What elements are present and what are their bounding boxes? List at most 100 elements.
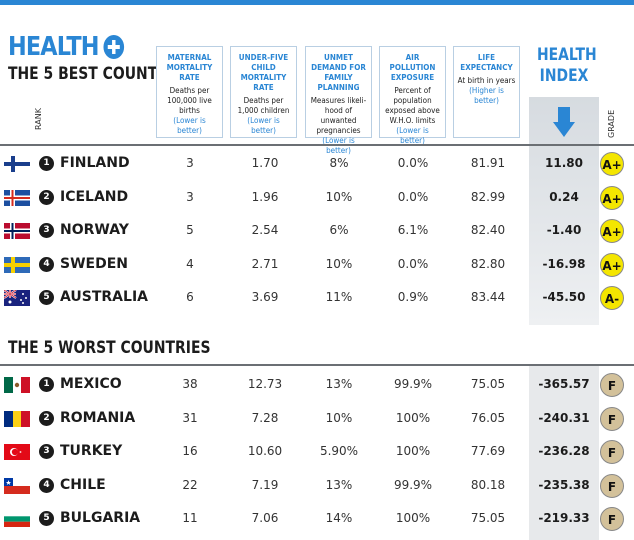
table-row: 3 NORWAY 5 2.54 6% 6.1% 82.40 -1.40 A+: [0, 214, 634, 247]
table-cell: 82.40: [470, 223, 506, 238]
divider: [0, 144, 634, 146]
rank-number: 5: [39, 511, 54, 527]
column-header-air-pollution: AIR POLLUTION EXPOSURE Percent of popula…: [379, 46, 446, 145]
table-cell: 75.05: [470, 511, 506, 526]
table-cell: 82.80: [470, 256, 506, 271]
column-header-life-expectancy: LIFE EXPECTANCY At birth in years (Highe…: [453, 46, 520, 138]
table-cell: 5: [186, 223, 194, 238]
column-note: (Lower is better): [247, 116, 280, 135]
best-countries-title: THE 5 BEST COUNTRIES: [8, 64, 193, 84]
column-heading: MATERNAL MORTALITY RATE: [166, 53, 213, 82]
rank-number: 2: [39, 410, 54, 426]
rank-number: 2: [39, 189, 54, 205]
table-cell: 16: [182, 444, 198, 459]
table-cell: 99.9%: [393, 477, 433, 492]
grade-badge: F: [600, 440, 624, 465]
table-cell: 11%: [325, 290, 353, 305]
rank-number: 3: [39, 223, 54, 239]
column-description: Deaths per 100,000 live births: [167, 86, 212, 115]
table-cell: 76.05: [470, 410, 506, 425]
health-index-value: -240.31: [538, 410, 590, 425]
table-cell: 6%: [329, 223, 349, 238]
table-row: 4 CHILE 22 7.19 13% 99.9% 80.18 -235.38 F: [0, 469, 634, 502]
table-cell: 81.91: [470, 156, 506, 170]
country-name: FINLAND: [60, 155, 130, 171]
health-index-value: -365.57: [538, 377, 590, 391]
country-name: ICELAND: [60, 188, 129, 205]
australia-flag-icon: [3, 289, 30, 307]
medical-cross-icon: [103, 35, 125, 59]
top-accent-bar: [0, 0, 634, 5]
country-name: SWEDEN: [60, 255, 128, 272]
table-cell: 3.69: [251, 290, 279, 305]
grade-badge: F: [600, 507, 624, 532]
grade-badge: A+: [600, 252, 624, 277]
grade-label: GRADE: [607, 109, 616, 138]
grade-badge: F: [600, 473, 624, 498]
rank-number: 3: [39, 444, 54, 460]
table-row: 3 TURKEY 16 10.60 5.90% 100% 77.69 -236.28 F: [0, 435, 634, 468]
grade-badge: A-: [600, 286, 624, 311]
table-cell: 100%: [395, 444, 431, 459]
norway-flag-icon: [4, 223, 30, 240]
down-arrow-icon: [553, 107, 575, 139]
column-note: (Higher is better): [469, 86, 504, 105]
chile-flag-icon: [4, 477, 30, 494]
health-index-value: -1.40: [546, 223, 582, 238]
table-cell: 7.06: [251, 511, 279, 526]
table-cell: 82.99: [470, 189, 506, 204]
country-name: CHILE: [60, 476, 106, 493]
table-cell: 8%: [329, 156, 349, 170]
table-cell: 10.60: [247, 444, 283, 459]
column-note: (Lower is better): [173, 116, 206, 135]
health-index-column-worst: [529, 364, 599, 540]
rank-label: RANK: [34, 108, 43, 130]
grade-badge: A+: [600, 152, 624, 176]
column-heading: LIFE EXPECTANCY: [460, 53, 513, 72]
country-name: MEXICO: [60, 376, 122, 392]
rank-number: 1: [39, 377, 54, 392]
column-note: (Lower is better): [322, 136, 355, 155]
grade-badge: F: [600, 406, 624, 431]
country-name: AUSTRALIA: [60, 289, 148, 306]
column-heading: UNMET DEMAND FOR FAMILY PLANNING: [311, 53, 366, 92]
health-index-value: -16.98: [542, 256, 586, 271]
rank-number: 5: [39, 290, 54, 306]
grade-badge: A+: [600, 185, 624, 210]
table-cell: 0.9%: [397, 290, 429, 305]
divider: [0, 364, 634, 366]
column-header-child-mortality: UNDER-FIVE CHILD MORTALITY RATE Deaths p…: [230, 46, 297, 138]
table-cell: 11: [182, 511, 198, 526]
column-description: Percent of population exposed above W.H.…: [385, 86, 440, 125]
column-header-maternal-mortality: MATERNAL MORTALITY RATE Deaths per 100,0…: [156, 46, 223, 138]
rank-number: 1: [39, 156, 54, 171]
table-row: 2 ROMANIA 31 7.28 10% 100% 76.05 -240.31 F: [0, 402, 634, 435]
column-description: At birth in years: [457, 76, 516, 85]
table-cell: 6: [186, 290, 194, 305]
table-cell: 0.0%: [397, 256, 429, 271]
mexico-flag-icon: [4, 377, 30, 393]
table-row: 2 ICELAND 3 1.96 10% 0.0% 82.99 0.24 A+: [0, 181, 634, 214]
turkey-flag-icon: [4, 444, 30, 461]
table-cell: 14%: [325, 511, 353, 526]
health-index-value: 0.24: [549, 189, 579, 204]
table-cell: 10%: [325, 410, 353, 425]
table-cell: 1.70: [251, 156, 279, 170]
country-name: TURKEY: [60, 443, 123, 460]
table-row: 1 MEXICO 38 12.73 13% 99.9% 75.05 -365.57 F: [0, 368, 634, 401]
table-cell: 100%: [395, 511, 431, 526]
column-description: Deaths per 1,000 children: [237, 96, 290, 115]
rank-number: 4: [39, 256, 54, 272]
table-row: 5 AUSTRALIA 6 3.69 11% 0.9% 83.44 -45.50 A-: [0, 281, 634, 314]
column-heading: UNDER-FIVE CHILD MORTALITY RATE: [238, 53, 289, 92]
column-description: Measures likeli-hood of unwanted pregnan…: [310, 96, 367, 135]
country-name: ROMANIA: [60, 409, 136, 426]
table-cell: 0.0%: [397, 189, 429, 204]
rank-number: 4: [39, 477, 54, 493]
table-cell: 7.19: [251, 477, 279, 492]
table-cell: 38: [182, 377, 198, 391]
table-cell: 10%: [325, 256, 353, 271]
sweden-flag-icon: [4, 256, 30, 273]
grade-badge: F: [600, 373, 624, 397]
table-cell: 77.69: [470, 444, 506, 459]
